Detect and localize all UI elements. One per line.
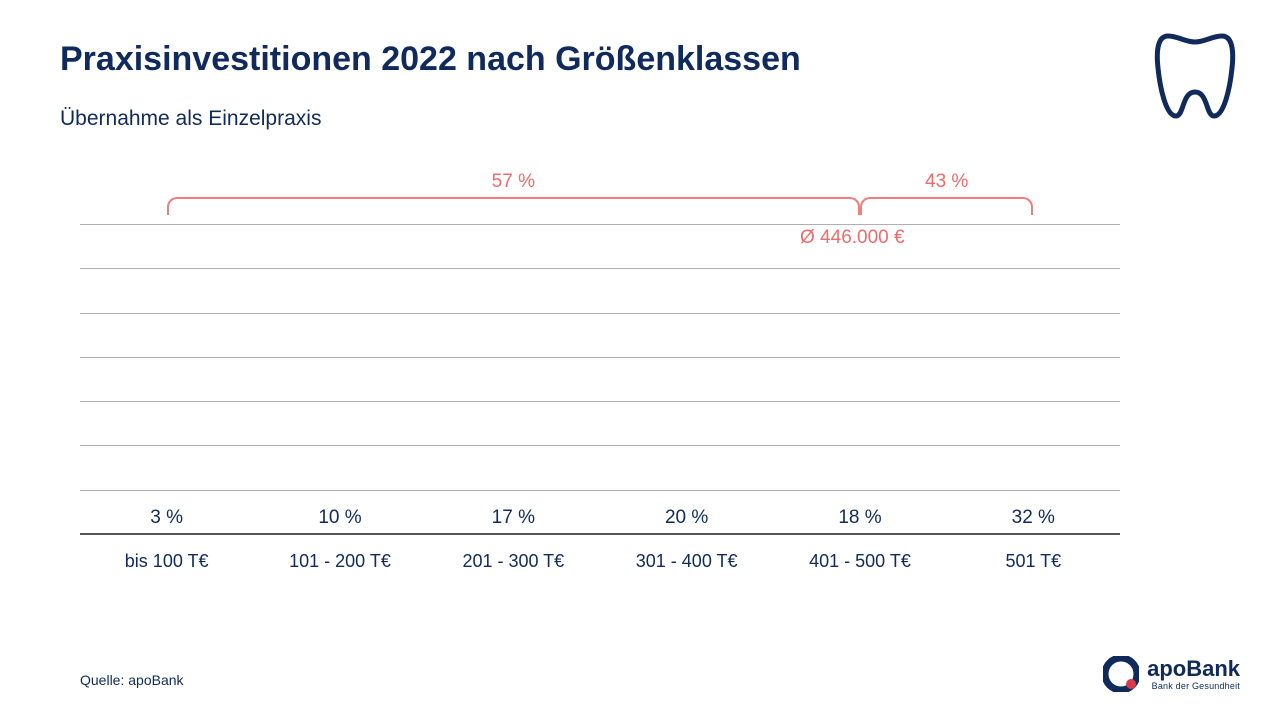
logo-text: apoBank Bank der Gesundheit	[1147, 658, 1240, 691]
chart: 57 %43 %Ø 446.000 € 3 %10 %17 %20 %18 %3…	[80, 181, 1120, 572]
logo-name: apoBank	[1147, 658, 1240, 680]
grid-line	[80, 224, 1120, 225]
bracket	[167, 197, 860, 215]
x-axis-label: 301 - 400 T€	[600, 551, 773, 572]
bar-value-label: 32 %	[1012, 507, 1055, 529]
grid-line	[80, 313, 1120, 314]
grid-line	[80, 445, 1120, 446]
bracket-label: 43 %	[925, 171, 968, 193]
bracket	[860, 197, 1033, 215]
bar-slot: 20 %	[600, 507, 773, 535]
bar-value-label: 17 %	[492, 507, 535, 529]
grid-line	[80, 533, 1120, 535]
x-axis-label: bis 100 T€	[80, 551, 253, 572]
bars-container: 3 % 10 % 17 % 20 % 18 % 32 %	[80, 225, 1120, 535]
bar-value-label: 3 %	[150, 507, 183, 529]
bar-slot: 10 %	[253, 507, 426, 535]
x-axis-label: 101 - 200 T€	[253, 551, 426, 572]
bracket-label: 57 %	[492, 171, 535, 193]
apobank-icon	[1103, 656, 1139, 692]
logo-tagline: Bank der Gesundheit	[1147, 682, 1240, 691]
x-axis-label: 501 T€	[947, 551, 1120, 572]
grid-line	[80, 490, 1120, 491]
grid-line	[80, 268, 1120, 269]
bar-slot: 18 %	[773, 507, 946, 535]
bar-value-label: 18 %	[838, 507, 881, 529]
bracket-row: 57 %43 %Ø 446.000 €	[80, 181, 1120, 219]
grid-line	[80, 357, 1120, 358]
brand-logo: apoBank Bank der Gesundheit	[1103, 656, 1240, 692]
x-axis-labels: bis 100 T€101 - 200 T€201 - 300 T€301 - …	[80, 551, 1120, 572]
plot-area: 3 % 10 % 17 % 20 % 18 % 32 %	[80, 225, 1120, 535]
source-label: Quelle: apoBank	[80, 672, 184, 688]
grid-line	[80, 401, 1120, 402]
bar-slot: 32 %	[947, 507, 1120, 535]
slide: Praxisinvestitionen 2022 nach Größenklas…	[0, 0, 1280, 720]
x-axis-label: 201 - 300 T€	[427, 551, 600, 572]
page-title: Praxisinvestitionen 2022 nach Größenklas…	[60, 40, 1220, 79]
bar-slot: 17 %	[427, 507, 600, 535]
bar-slot: 3 %	[80, 507, 253, 535]
bar-value-label: 20 %	[665, 507, 708, 529]
bar-value-label: 10 %	[318, 507, 361, 529]
page-subtitle: Übernahme als Einzelpraxis	[60, 107, 1220, 131]
tooth-icon	[1150, 24, 1240, 124]
x-axis-label: 401 - 500 T€	[773, 551, 946, 572]
